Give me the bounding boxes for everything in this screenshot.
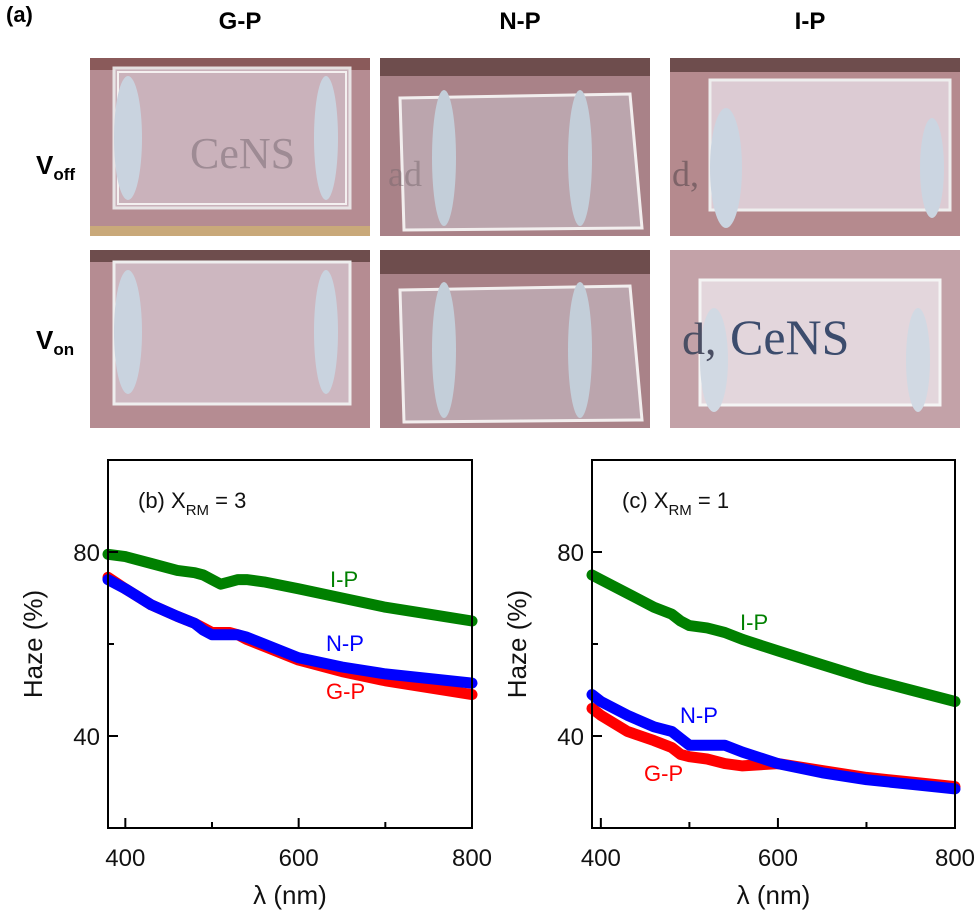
x-axis-title-b: λ (nm)	[253, 880, 327, 910]
row-label-von-main: V	[36, 325, 54, 355]
series-label-i-p-b: I-P	[330, 567, 358, 592]
column-header-ip: I-P	[794, 8, 826, 35]
photo-gp-von	[90, 250, 370, 428]
y-tick-label-40-b: 40	[73, 724, 100, 751]
plot-frame-b	[107, 459, 473, 829]
y-tick-label-80-b: 80	[73, 540, 100, 567]
photo-ip-von: d, CeNS	[670, 250, 960, 428]
photo-ip-von-fragment: d,	[682, 313, 717, 364]
photo-np-voff-fragment: ad	[388, 154, 422, 194]
series-label-g-p-b: G-P	[326, 679, 365, 704]
photo-np-von	[380, 250, 650, 428]
photo-gp-voff-logo: CeNS	[190, 129, 295, 178]
haze-charts: 400 600 800 40 80 λ (nm) Haze (%) (b) XRM = 3 I-…	[18, 459, 975, 910]
series-line-i-p-b	[102, 548, 478, 627]
row-label-voff-sub: off	[53, 165, 76, 185]
row-label-von: Von	[36, 325, 74, 360]
x-tick-label-800-c: 800	[935, 845, 975, 872]
row-label-voff: Voff	[36, 150, 75, 185]
photo-ip-voff: d,	[670, 58, 960, 236]
photo-ip-von-logo: CeNS	[730, 309, 849, 365]
y-tick-label-40-c: 40	[557, 724, 584, 751]
photo-gp-voff: CeNS	[90, 58, 370, 236]
series-label-i-p-c: I-P	[740, 610, 768, 635]
x-axis-title-c: λ (nm)	[737, 880, 811, 910]
y-axis-title-b: Haze (%)	[18, 590, 48, 698]
series-line-n-p-b	[102, 574, 478, 689]
series-label-n-p-b: N-P	[326, 631, 364, 656]
photo-np-voff: ad	[380, 58, 650, 236]
panel-title-b: (b) XRM = 3	[138, 488, 246, 519]
series-line-n-p-c	[586, 689, 961, 795]
row-label-von-sub: on	[53, 340, 75, 360]
panel-a-label: (a)	[6, 2, 33, 27]
x-tick-label-600-b: 600	[279, 845, 319, 872]
x-tick-label-800-b: 800	[452, 845, 492, 872]
series-line-i-p-c	[586, 569, 961, 707]
x-tick-label-600-c: 600	[758, 845, 798, 872]
y-tick-label-80-c: 80	[557, 540, 584, 567]
y-axis-title-c: Haze (%)	[502, 590, 532, 698]
series-label-g-p-c: G-P	[644, 761, 683, 786]
row-label-voff-main: V	[36, 150, 54, 180]
column-header-np: N-P	[499, 8, 541, 35]
x-tick-label-400-b: 400	[105, 845, 145, 872]
panel-title-c: (c) XRM = 1	[622, 488, 729, 519]
column-header-gp: G-P	[218, 8, 262, 35]
x-tick-label-400-c: 400	[581, 845, 621, 872]
photo-ip-voff-fragment: d,	[672, 154, 699, 194]
series-label-n-p-c: N-P	[680, 703, 718, 728]
